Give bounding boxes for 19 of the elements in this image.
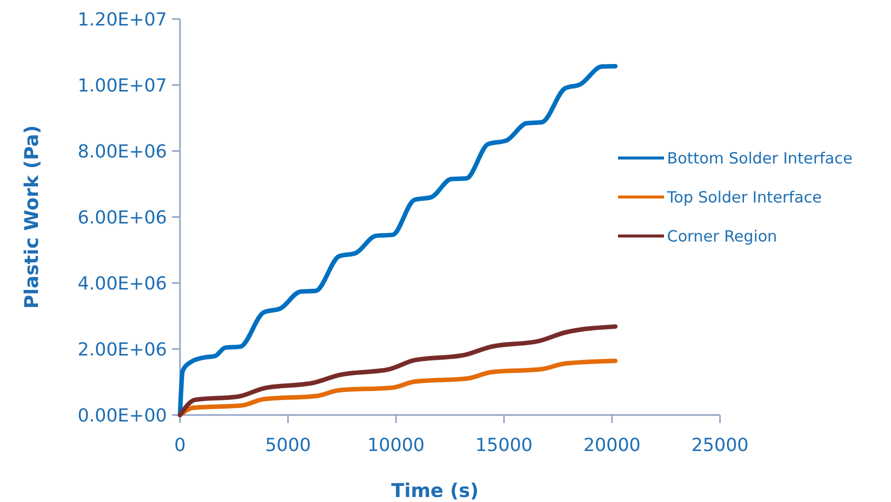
legend-label: Corner Region bbox=[667, 227, 778, 246]
legend-label: Top Solder Interface bbox=[666, 188, 822, 206]
y-tick-label: 0.00E+00 bbox=[78, 405, 167, 426]
y-tick-label: 1.00E+07 bbox=[78, 75, 167, 96]
x-tick-label: 5000 bbox=[265, 435, 311, 456]
x-tick-label: 15000 bbox=[475, 435, 533, 456]
y-tick-label: 8.00E+06 bbox=[78, 141, 167, 162]
y-tick-label: 4.00E+06 bbox=[78, 273, 167, 294]
y-tick-label: 2.00E+06 bbox=[78, 339, 167, 360]
x-tick-label: 10000 bbox=[367, 435, 425, 456]
x-tick-label: 25000 bbox=[691, 435, 749, 456]
y-tick-label: 1.20E+07 bbox=[78, 9, 167, 30]
legend-label: Bottom Solder Interface bbox=[667, 149, 852, 168]
x-axis-title: Time (s) bbox=[391, 480, 479, 502]
y-tick-label: 6.00E+06 bbox=[78, 207, 167, 228]
x-tick-label: 0 bbox=[174, 435, 186, 456]
x-tick-label: 20000 bbox=[583, 435, 641, 456]
y-axis-title: Plastic Work (Pa) bbox=[21, 125, 43, 309]
line-series bbox=[178, 324, 618, 418]
